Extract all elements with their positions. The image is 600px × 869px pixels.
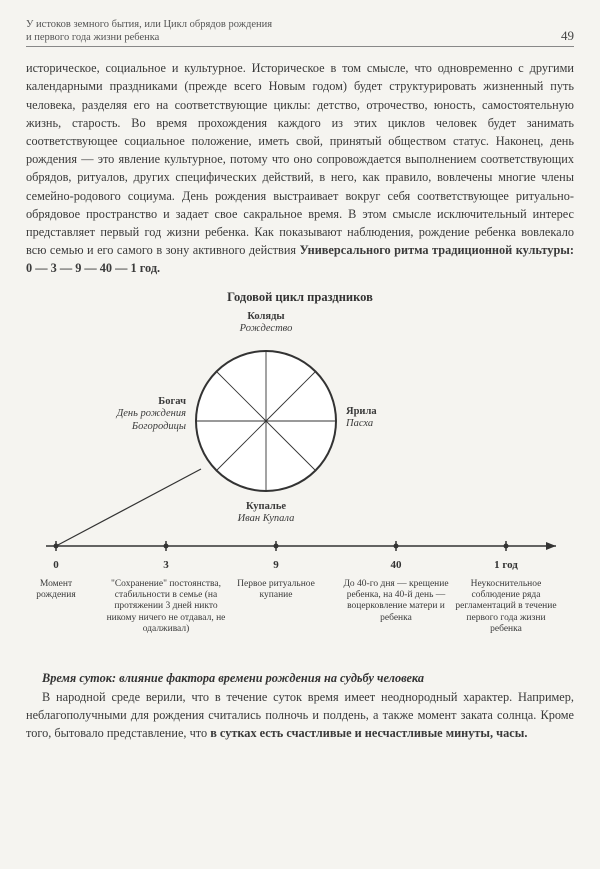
- subheading: Время суток: влияние фактора времени рож…: [26, 671, 574, 686]
- connector-svg: [26, 311, 574, 571]
- timeline-caption-3: До 40-го дня — крещение ребенка, на 40-й…: [341, 579, 451, 625]
- page-number: 49: [561, 28, 574, 44]
- diagram-title: Годовой цикл праздников: [26, 290, 574, 305]
- timeline-caption-1: "Сохранение" постоянства, стабильности в…: [106, 579, 226, 636]
- timeline-caption-4: Неукоснительное соблюдение ряда регламен…: [451, 579, 561, 636]
- tick-label-0: 0: [26, 559, 86, 571]
- running-head: У истоков земного бытия, или Цикл обрядо…: [26, 18, 574, 47]
- paragraph-2: В народной среде верили, что в течение с…: [26, 688, 574, 743]
- tick-label-3: 40: [366, 559, 426, 571]
- running-title: У истоков земного бытия, или Цикл обрядо…: [26, 18, 272, 44]
- running-title-line2: и первого года жизни ребенка: [26, 32, 159, 43]
- tick-label-2: 9: [246, 559, 306, 571]
- timeline-caption-0: Момент рождения: [21, 579, 91, 602]
- paragraph-2-bold: в сутках есть счастливые и несчастливые …: [210, 726, 527, 740]
- connector-line: [56, 469, 201, 546]
- paragraph-1-text: историческое, социальное и культурное. И…: [26, 61, 574, 257]
- timeline-caption-2: Первое ритуальное купание: [236, 579, 316, 602]
- paragraph-1: историческое, социальное и культурное. И…: [26, 59, 574, 277]
- page: У истоков земного бытия, или Цикл обрядо…: [0, 0, 600, 762]
- diagram: Коляды Рождество Ярила Пасха Купалье Ива…: [26, 311, 574, 661]
- tick-label-4: 1 год: [476, 559, 536, 571]
- running-title-line1: У истоков земного бытия, или Цикл обрядо…: [26, 19, 272, 30]
- tick-label-1: 3: [136, 559, 196, 571]
